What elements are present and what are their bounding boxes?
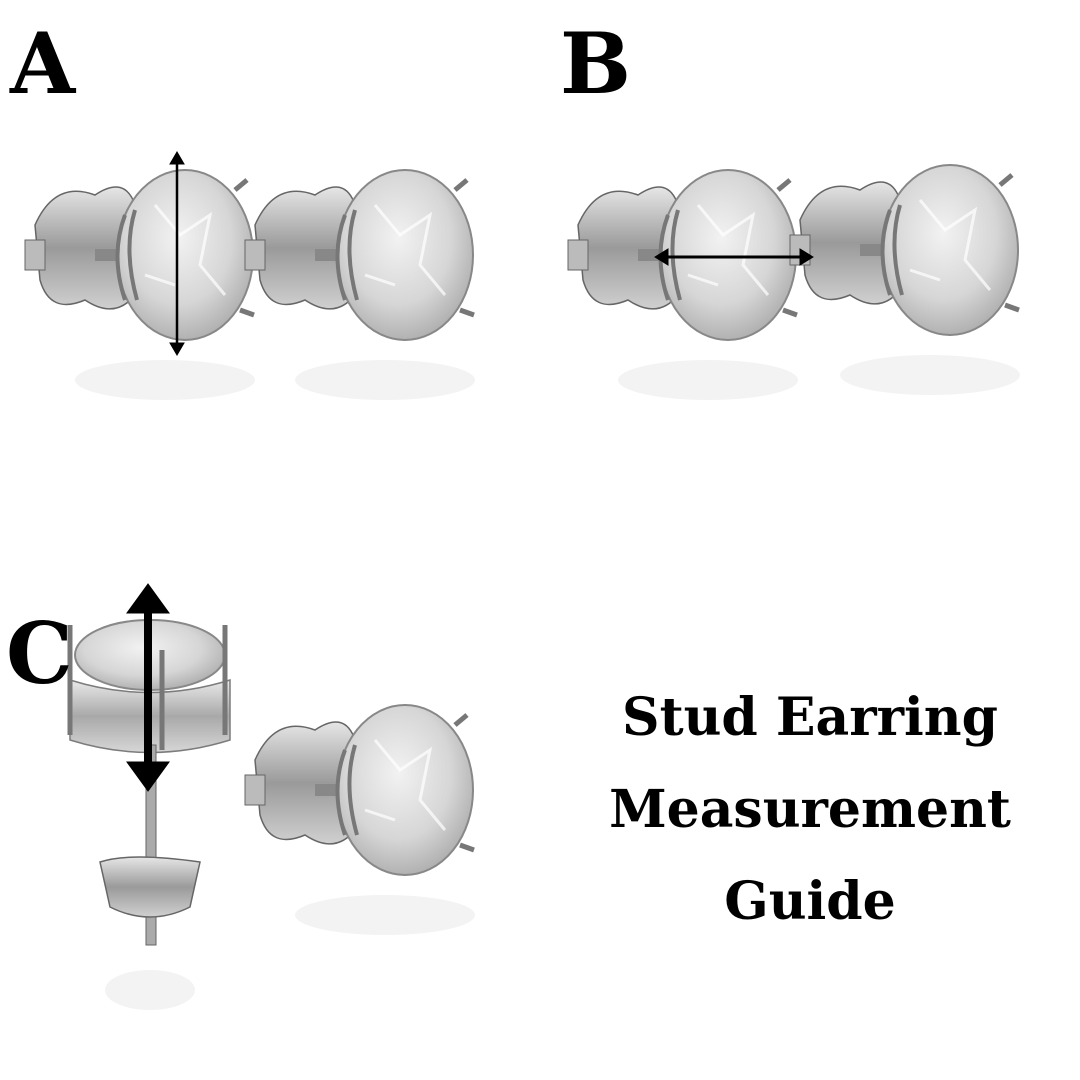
title-line-2: Measurement — [609, 779, 1011, 840]
guide-title: Stud Earring Measurement Guide — [600, 672, 1020, 948]
arrow-a-height — [169, 151, 185, 356]
title-line-3: Guide — [724, 871, 896, 932]
arrow-b-width — [654, 248, 814, 266]
earring-a-left — [25, 170, 255, 400]
earring-b-left — [568, 170, 798, 400]
label-c: C — [6, 604, 73, 703]
label-a: A — [10, 14, 76, 113]
earring-c-front — [245, 705, 475, 935]
earring-a-right — [245, 170, 475, 400]
title-line-1: Stud Earring — [622, 687, 998, 748]
earring-b-right — [790, 165, 1020, 395]
arrow-c-depth — [126, 583, 170, 792]
label-b: B — [560, 14, 631, 113]
